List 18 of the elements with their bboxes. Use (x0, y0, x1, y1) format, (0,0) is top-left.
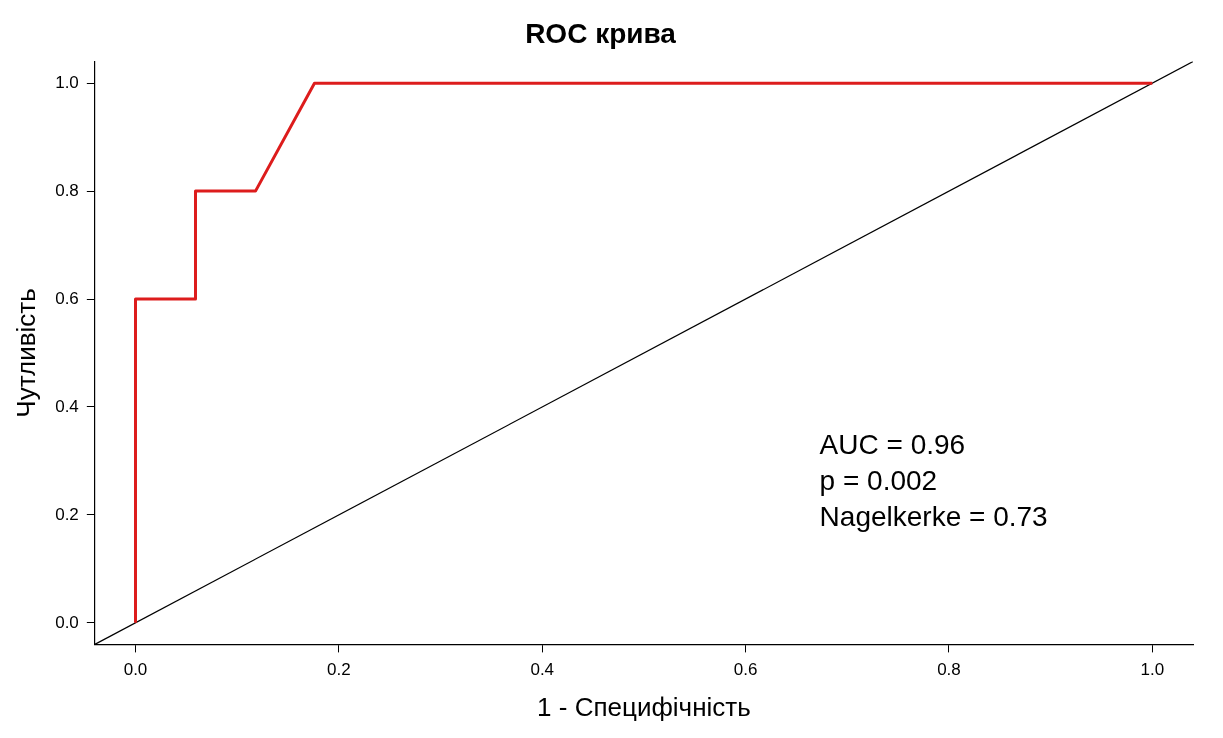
y-tick-label: 0.4 (55, 396, 79, 416)
y-axis-title: Чутливість (10, 288, 41, 418)
x-axis-title: 1 - Специфічність (537, 691, 751, 722)
annotation: p = 0.002 (819, 464, 938, 496)
x-tick-label: 0.0 (123, 660, 148, 680)
x-tick-label: 0.8 (937, 660, 961, 680)
x-tick-label: 0.2 (327, 660, 351, 680)
annotation: AUC = 0.96 (819, 428, 966, 460)
y-tick-label: 0.6 (55, 288, 79, 308)
x-tick-label: 0.4 (530, 660, 555, 680)
x-tick-label: 0.6 (733, 660, 758, 680)
y-tick-label: 0.2 (55, 504, 79, 524)
annotation: Nagelkerke = 0.73 (819, 500, 1048, 532)
y-tick-label: 0.0 (55, 612, 79, 632)
y-tick-label: 0.8 (55, 180, 79, 200)
x-tick-label: 1.0 (1140, 660, 1165, 680)
y-tick-label: 1.0 (55, 72, 79, 92)
chart-title: ROC крива (525, 17, 677, 49)
